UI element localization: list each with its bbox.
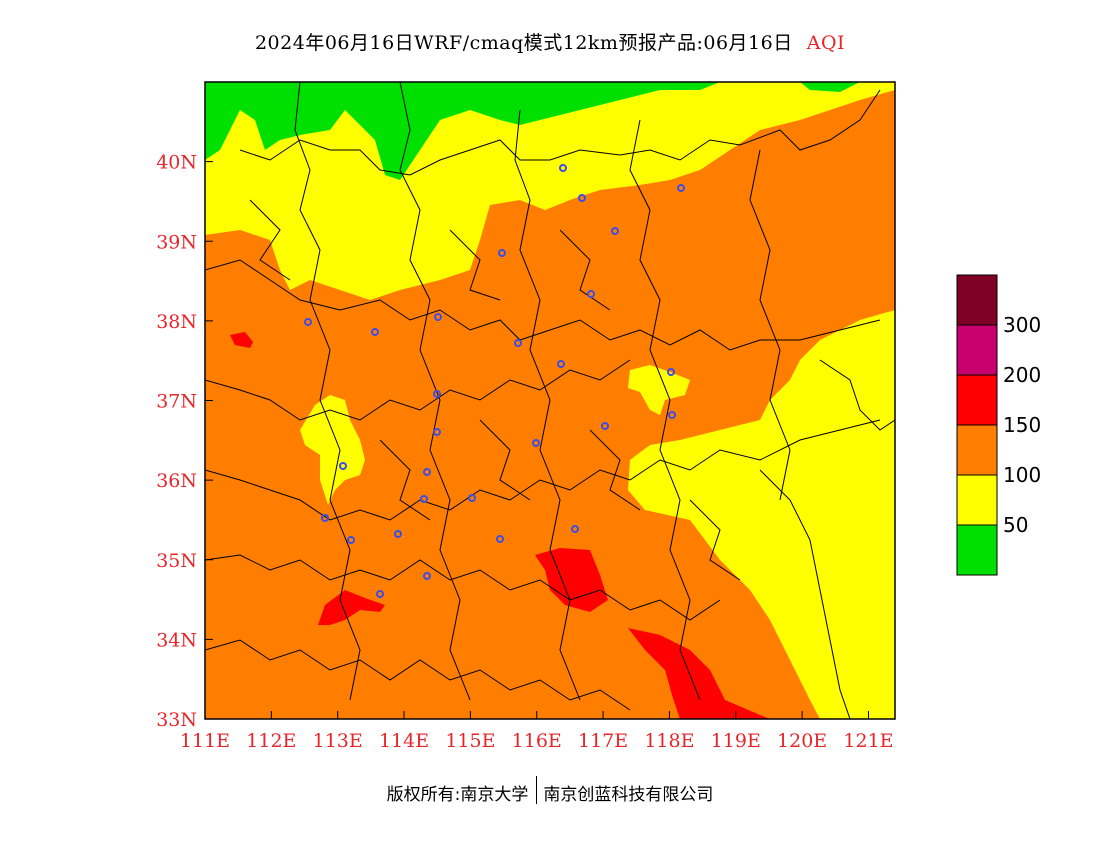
station-marker bbox=[667, 368, 675, 376]
station-marker bbox=[578, 194, 586, 202]
legend-label: 50 bbox=[1003, 513, 1028, 537]
station-marker bbox=[321, 514, 329, 522]
legend-swatch bbox=[956, 424, 998, 476]
aqi-zone-yellow-blob2 bbox=[628, 365, 690, 415]
x-tick-label: 115E bbox=[445, 730, 495, 752]
station-marker bbox=[433, 390, 441, 398]
y-tick-label: 40N bbox=[156, 152, 197, 174]
station-marker bbox=[394, 530, 402, 538]
legend-swatch bbox=[956, 474, 998, 526]
aqi-zone-green bbox=[205, 82, 720, 180]
aqi-zone-red-1 bbox=[318, 590, 385, 625]
x-tick-label: 119E bbox=[711, 730, 761, 752]
x-tick-label: 114E bbox=[379, 730, 429, 752]
station-marker bbox=[559, 164, 567, 172]
x-tick-label: 121E bbox=[843, 730, 893, 752]
legend-swatch bbox=[956, 524, 998, 576]
station-marker bbox=[339, 462, 347, 470]
station-marker bbox=[433, 428, 441, 436]
aqi-zone-red-3 bbox=[628, 628, 770, 719]
title-variable: AQI bbox=[806, 32, 846, 54]
x-tick-label: 120E bbox=[777, 730, 827, 752]
aqi-zone-yellow-se bbox=[628, 310, 895, 719]
station-marker bbox=[498, 249, 506, 257]
x-tick-label: 118E bbox=[644, 730, 694, 752]
station-marker bbox=[601, 422, 609, 430]
y-tick-label: 37N bbox=[156, 391, 197, 413]
station-marker bbox=[423, 468, 431, 476]
station-marker bbox=[371, 328, 379, 336]
y-tick-label: 38N bbox=[156, 311, 197, 333]
x-axis: 111E 112E 113E 114E 115E 116E 117E 118E 119E 120E… bbox=[180, 711, 894, 752]
y-tick-label: 34N bbox=[156, 629, 197, 651]
legend-label: 150 bbox=[1003, 413, 1041, 437]
aqi-legend: 50 100 150 200 300 bbox=[956, 274, 1041, 576]
title-main: 2024年06月16日WRF/cmaq模式12km预报产品:06月16日 bbox=[254, 32, 793, 54]
station-marker bbox=[423, 572, 431, 580]
station-markers bbox=[304, 164, 685, 598]
station-marker bbox=[571, 525, 579, 533]
station-marker bbox=[677, 184, 685, 192]
x-tick-label: 111E bbox=[180, 730, 230, 752]
station-marker bbox=[347, 536, 355, 544]
x-tick-label: 112E bbox=[246, 730, 296, 752]
legend-label: 300 bbox=[1003, 313, 1041, 337]
legend-swatch bbox=[956, 324, 998, 376]
station-marker bbox=[532, 439, 540, 447]
station-marker bbox=[434, 313, 442, 321]
aqi-zone-yellow-blob bbox=[300, 395, 365, 505]
chart-title: 2024年06月16日WRF/cmaq模式12km预报产品:06月16日 AQI bbox=[0, 28, 1100, 55]
x-tick-label: 117E bbox=[578, 730, 628, 752]
footer-separator bbox=[536, 776, 538, 804]
x-tick-label: 113E bbox=[313, 730, 363, 752]
legend-swatch bbox=[956, 274, 998, 326]
aqi-zone-red-2 bbox=[535, 548, 608, 612]
legend-label: 100 bbox=[1003, 463, 1041, 487]
station-marker bbox=[468, 494, 476, 502]
station-marker bbox=[611, 227, 619, 235]
aqi-zone-green-ne bbox=[800, 82, 860, 92]
footer-company: 南京创蓝科技有限公司 bbox=[543, 785, 714, 805]
station-marker bbox=[587, 290, 595, 298]
station-marker bbox=[514, 339, 522, 347]
legend-swatch bbox=[956, 374, 998, 426]
station-marker bbox=[668, 411, 676, 419]
y-axis: 33N 34N 35N 36N 37N 38N 39N 40N bbox=[156, 152, 213, 731]
y-tick-label: 36N bbox=[156, 470, 197, 492]
y-tick-label: 35N bbox=[156, 550, 197, 572]
legend-label: 200 bbox=[1003, 363, 1041, 387]
station-marker bbox=[420, 495, 428, 503]
y-tick-label: 33N bbox=[156, 709, 197, 731]
province-boundaries bbox=[205, 82, 895, 719]
aqi-zone-red-4 bbox=[230, 332, 253, 348]
station-marker bbox=[557, 360, 565, 368]
station-marker bbox=[304, 318, 312, 326]
footer: 版权所有:南京大学 南京创蓝科技有限公司 bbox=[0, 776, 1100, 808]
station-marker bbox=[496, 535, 504, 543]
y-tick-label: 39N bbox=[156, 231, 197, 253]
map-field bbox=[205, 82, 895, 719]
station-marker bbox=[376, 590, 384, 598]
x-tick-label: 116E bbox=[512, 730, 562, 752]
footer-copyright: 版权所有:南京大学 bbox=[386, 785, 529, 805]
